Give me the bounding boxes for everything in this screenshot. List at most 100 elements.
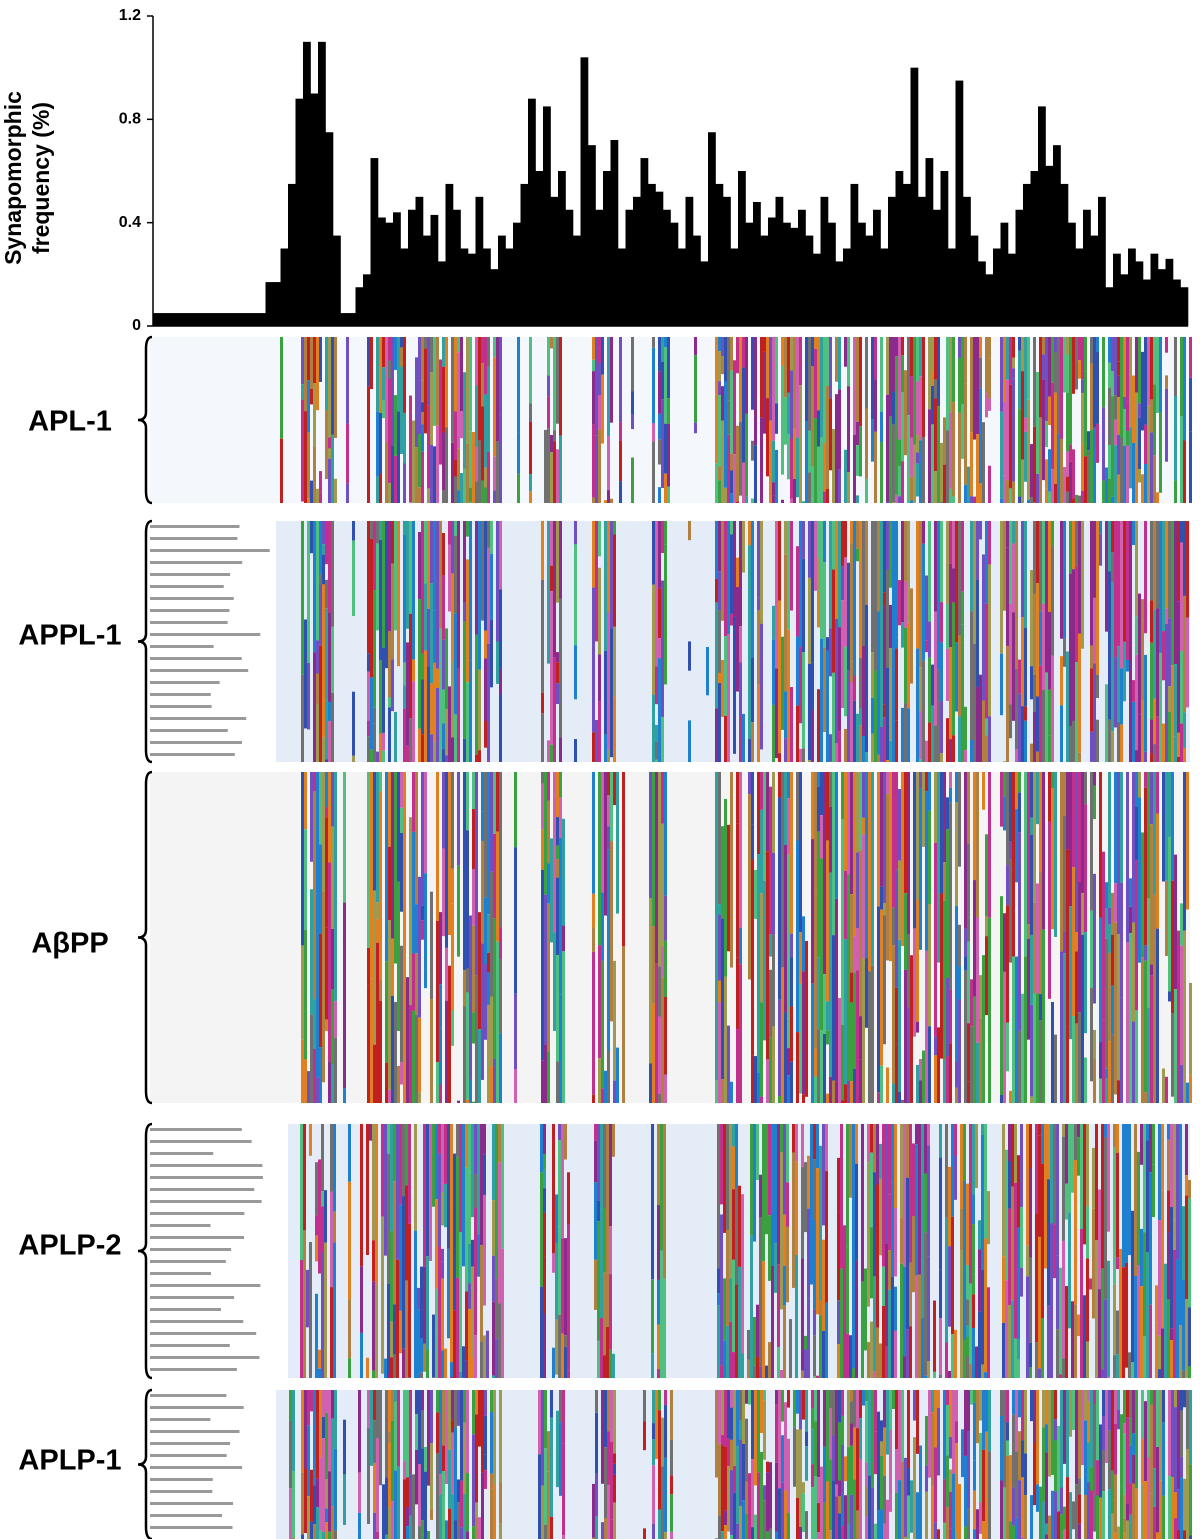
alignment-column [451,573,454,661]
alignment-column [1021,617,1024,707]
alignment-column [490,871,493,997]
alignment-column [529,403,532,423]
alignment-column [763,772,766,881]
alignment-column [1033,902,1036,994]
alignment-column [403,463,406,503]
alignment-column [1054,392,1057,484]
bar [595,209,604,326]
alignment-column [856,970,859,1103]
alignment-column [768,1342,771,1378]
alignment-column [1038,1236,1041,1369]
alignment-column [874,379,877,432]
alignment-column [438,1246,441,1331]
alignment-column [403,662,406,686]
alignment-column [787,433,790,480]
alignment-column [1048,521,1051,613]
alignment-column [1186,772,1189,910]
alignment-column [736,587,739,692]
alignment-column [1065,1183,1068,1220]
alignment-column [1003,521,1006,611]
alignment-column [1135,445,1138,503]
alignment-column [772,482,775,496]
alignment-column [751,1527,754,1539]
alignment-column [421,402,424,413]
alignment-column [966,1265,969,1300]
alignment-column [352,691,355,756]
alignment-column [774,1124,777,1244]
alignment-column [367,337,370,387]
alignment-column [310,521,313,554]
alignment-column [1168,991,1171,1002]
alignment-column [780,1369,783,1378]
alignment-column [855,1124,858,1164]
alignment-column [603,1124,606,1209]
alignment-column [598,945,601,1038]
alignment-column [919,440,922,457]
alignment-column [562,951,565,1103]
alignment-column [610,337,613,423]
alignment-column [787,759,790,762]
alignment-column [799,1527,802,1539]
alignment-column [1180,650,1183,724]
alignment-column [786,1226,789,1303]
alignment-column [982,772,985,810]
alignment-column [895,1390,898,1450]
alignment-column [721,1445,724,1532]
alignment-column [493,772,496,834]
alignment-column [433,741,436,762]
alignment-column [1024,417,1027,432]
alignment-column [777,1124,780,1265]
alignment-column [1060,337,1063,439]
alignment-column [940,772,943,894]
alignment-column [946,977,949,1057]
alignment-column [307,380,310,433]
alignment-column [847,1524,850,1539]
alignment-column [862,521,865,646]
alignment-column [730,613,733,626]
bar [243,313,251,326]
alignment-column [1033,1390,1036,1444]
alignment-column [375,1124,378,1285]
alignment-column [813,1376,816,1378]
alignment-column [442,490,445,503]
alignment-column [1048,449,1051,492]
alignment-column [1131,1210,1134,1363]
alignment-column [1008,1208,1011,1306]
alignment-column [475,481,478,503]
alignment-column [544,1448,547,1525]
alignment-column [1042,1501,1045,1539]
alignment-column [763,337,766,352]
alignment-column [751,440,754,461]
alignment-column [1105,467,1108,503]
alignment-column [910,337,913,377]
alignment-column [820,638,823,762]
alignment-column [796,1390,799,1414]
bar [460,248,469,326]
alignment-column [1140,1286,1143,1378]
alignment-column [448,521,451,545]
taxon-name [150,1152,214,1155]
alignment-column [853,972,856,1069]
alignment-column [856,548,859,562]
alignment-column [1036,1484,1039,1512]
alignment-column [472,1101,475,1103]
bar [400,248,409,326]
alignment-column [736,1523,739,1539]
alignment-column [846,1246,849,1334]
alignment-column [574,521,577,545]
alignment-column [418,1526,421,1539]
alignment-column [856,445,859,476]
alignment-column [1012,956,1015,1103]
alignment-column [895,1493,898,1539]
alignment-column [985,735,988,762]
alignment-column [318,1349,321,1369]
alignment-column [1063,772,1066,816]
alignment-column [1090,1467,1093,1491]
alignment-column [723,1340,726,1378]
alignment-column [441,1248,444,1262]
alignment-column [823,974,826,1034]
alignment-column [304,829,307,930]
alignment-column [877,1411,880,1511]
alignment-column [730,1081,733,1103]
